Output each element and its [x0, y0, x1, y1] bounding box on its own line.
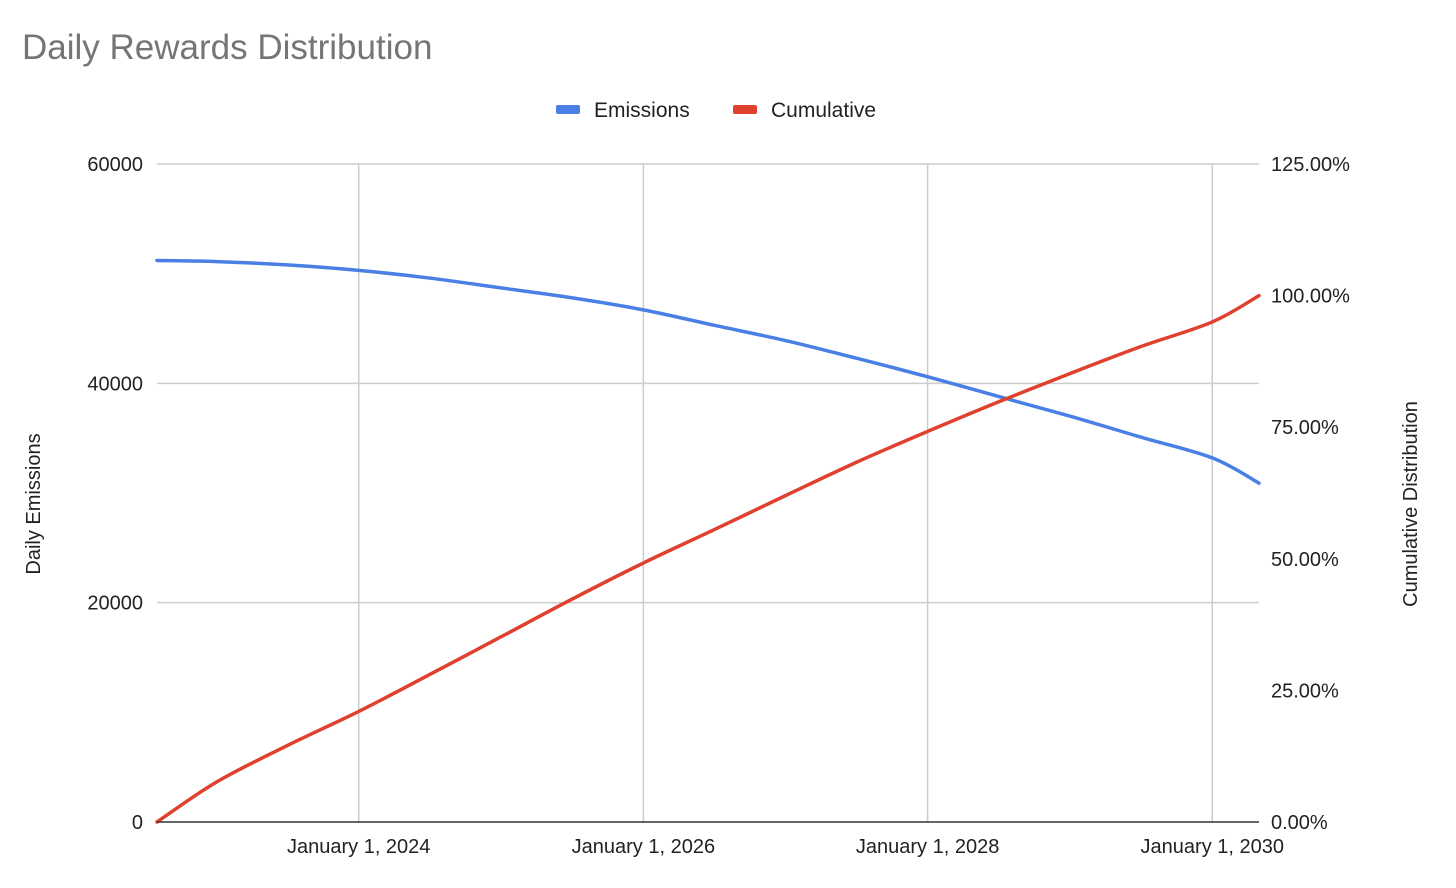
y2-tick-label: 125.00% — [1271, 154, 1350, 176]
x-tick-label: January 1, 2030 — [1141, 836, 1284, 858]
y-tick-label: 40000 — [87, 373, 143, 395]
series-line-cumulative — [155, 293, 1261, 824]
y-tick-label: 20000 — [87, 593, 143, 615]
legend-label-emissions: Emissions — [594, 99, 690, 122]
x-tick-label: January 1, 2028 — [856, 836, 999, 858]
series-line-emissions — [155, 258, 1261, 485]
grid — [157, 163, 1259, 822]
y2-axis-title: Cumulative Distribution — [1400, 401, 1422, 607]
chart-title: Daily Rewards Distribution — [22, 28, 432, 67]
legend-swatch-emissions — [556, 105, 580, 114]
tick-labels: 0 20000 40000 60000 0.00% 25.00% 50.00% 75.00% 1… — [87, 154, 1350, 858]
y2-tick-label: 0.00% — [1271, 812, 1328, 834]
y2-tick-label: 50.00% — [1271, 549, 1339, 571]
y2-tick-label: 75.00% — [1271, 417, 1339, 439]
x-tick-label: January 1, 2026 — [572, 836, 715, 858]
legend-label-cumulative: Cumulative — [771, 99, 876, 122]
y-tick-label: 60000 — [87, 154, 143, 176]
y2-tick-label: 100.00% — [1271, 286, 1350, 308]
legend: Emissions Cumulative — [556, 99, 876, 122]
y-tick-label: 0 — [132, 812, 143, 834]
y-axis-title: Daily Emissions — [23, 433, 45, 574]
x-tick-label: January 1, 2024 — [287, 836, 430, 858]
series-layer — [155, 258, 1261, 824]
y2-tick-label: 25.00% — [1271, 680, 1339, 702]
legend-swatch-cumulative — [733, 105, 757, 114]
